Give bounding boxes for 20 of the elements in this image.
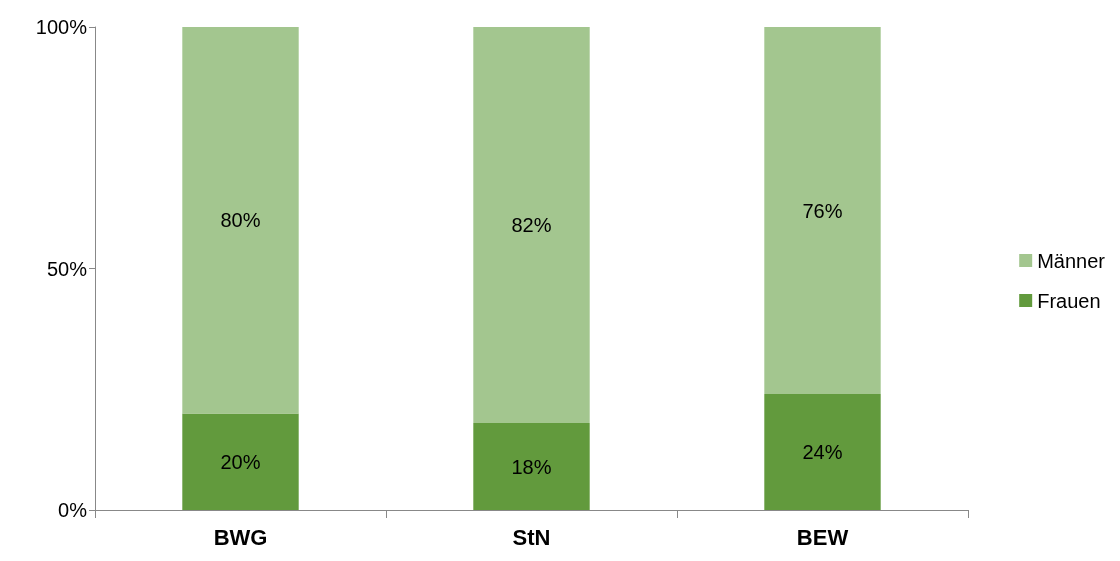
bar — [182, 413, 299, 510]
data-label: 20% — [220, 450, 261, 473]
legend-label: Frauen — [1037, 289, 1101, 312]
y-tick-label: 100% — [35, 16, 88, 38]
y-tick-label: 0% — [58, 499, 88, 521]
data-label: 80% — [220, 209, 261, 232]
data-label: 24% — [802, 441, 843, 464]
data-label: 76% — [802, 199, 843, 222]
bar — [182, 27, 299, 414]
data-label: 18% — [511, 455, 552, 478]
bar — [473, 423, 590, 510]
x-tick-label: BWG — [213, 524, 268, 550]
x-tick-label: BEW — [796, 524, 849, 550]
x-tick-label: StN — [512, 524, 551, 550]
y-tick-label: 50% — [46, 257, 88, 280]
bar — [764, 394, 881, 510]
bar — [473, 27, 590, 424]
legend-label: Männer — [1037, 249, 1106, 272]
data-label: 82% — [511, 214, 552, 237]
bar — [764, 27, 881, 395]
